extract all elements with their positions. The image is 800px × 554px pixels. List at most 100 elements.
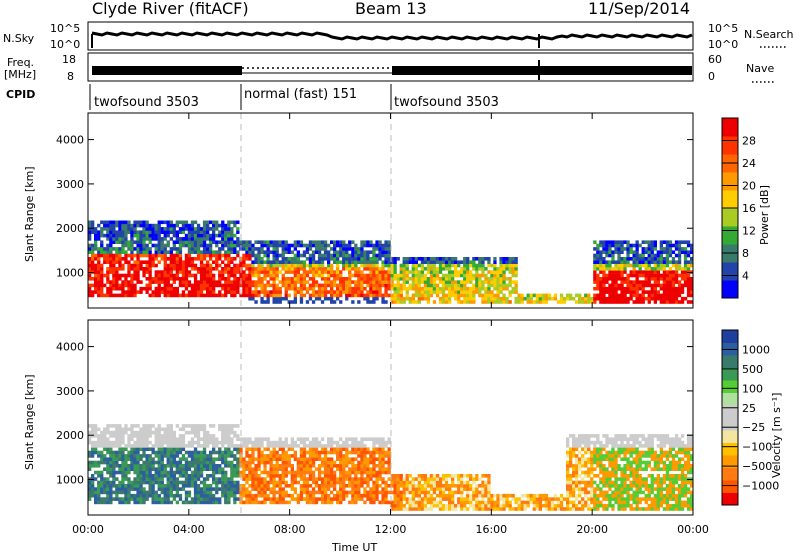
data-cell [91, 247, 95, 251]
data-cell [690, 290, 694, 294]
data-cell [441, 280, 446, 284]
data-cell [339, 480, 343, 485]
data-cell [112, 257, 116, 261]
data-cell [160, 253, 164, 258]
data-cell [499, 270, 503, 274]
data-cell [112, 470, 116, 475]
data-cell [441, 477, 446, 481]
data-cell [187, 227, 192, 231]
data-cell [109, 460, 113, 465]
data-cell [124, 223, 128, 228]
data-cell [133, 273, 137, 278]
data-cell [360, 283, 364, 288]
data-cell [372, 263, 376, 268]
data-cell [484, 290, 488, 294]
data-cell [481, 487, 485, 491]
data-cell [266, 457, 270, 461]
data-cell [357, 460, 361, 465]
data-cell [224, 427, 228, 432]
data-cell [139, 263, 143, 268]
data-cell [472, 507, 476, 511]
data-cell [145, 260, 149, 264]
data-cell [351, 267, 355, 271]
data-cell [196, 230, 201, 234]
data-cell [314, 267, 319, 271]
data-cell [399, 507, 403, 511]
data-cell [175, 230, 179, 234]
data-cell [432, 267, 437, 271]
data-cell [656, 257, 660, 261]
data-cell [342, 240, 346, 244]
data-cell [94, 253, 98, 258]
data-cell [671, 250, 676, 254]
data-cell [136, 464, 140, 468]
data-cell [454, 280, 458, 284]
data-cell [441, 283, 446, 288]
data-cell [593, 280, 597, 284]
data-cell [602, 243, 606, 248]
data-cell [202, 434, 207, 438]
data-cell [553, 503, 558, 508]
data-cell [384, 444, 388, 448]
data-cell [665, 263, 670, 268]
data-cell [626, 260, 630, 264]
data-cell [275, 283, 279, 288]
data-cell [175, 270, 179, 274]
data-cell [227, 464, 231, 468]
data-cell [323, 493, 328, 498]
data-cell [457, 480, 461, 485]
data-cell [677, 267, 682, 271]
data-cell [248, 280, 252, 284]
data-cell [221, 283, 225, 288]
data-cell [224, 460, 228, 465]
data-cell [224, 293, 228, 298]
data-cell [245, 273, 249, 278]
data-cell [463, 257, 467, 261]
data-cell [490, 270, 494, 274]
data-cell [414, 503, 418, 508]
data-cell [163, 243, 167, 248]
data-cell [115, 454, 119, 458]
data-cell [248, 497, 252, 501]
data-cell [124, 484, 128, 488]
data-cell [496, 507, 500, 511]
data-cell [396, 507, 400, 511]
data-cell [221, 247, 225, 251]
data-cell [148, 277, 152, 281]
data-cell [296, 273, 300, 278]
data-cell [345, 454, 349, 458]
data-cell [275, 484, 279, 488]
data-cell [199, 424, 204, 428]
data-cell [103, 437, 107, 441]
data-cell [139, 260, 143, 264]
data-cell [611, 280, 615, 284]
data-cell [266, 260, 270, 264]
data-cell [248, 267, 252, 271]
data-cell [118, 447, 122, 451]
data-cell [671, 296, 676, 301]
data-cell [587, 300, 591, 304]
data-cell [281, 470, 285, 475]
data-cell [487, 480, 491, 485]
data-cell [405, 260, 409, 264]
data-cell [112, 263, 116, 268]
data-cell [502, 277, 506, 281]
data-cell [381, 480, 385, 485]
data-cell [690, 300, 694, 304]
data-cell [139, 487, 143, 491]
data-cell [227, 247, 231, 251]
data-cell [638, 253, 642, 258]
data-cell [614, 260, 618, 264]
data-cell [142, 427, 146, 432]
data-cell [88, 290, 92, 294]
data-cell [305, 464, 310, 468]
data-cell [432, 484, 437, 488]
data-cell [184, 237, 189, 241]
data-cell [317, 454, 322, 458]
data-cell [196, 487, 201, 491]
data-cell [245, 450, 249, 455]
data-cell [686, 300, 691, 304]
data-cell [323, 296, 328, 301]
data-cell [493, 286, 497, 291]
data-cell [490, 503, 494, 508]
